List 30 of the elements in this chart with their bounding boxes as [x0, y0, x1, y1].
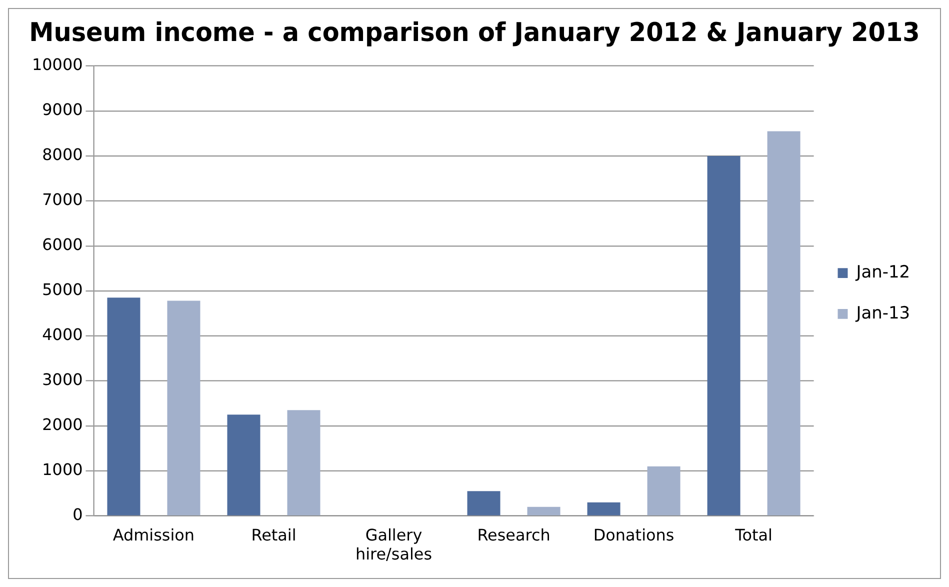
y-tick-label: 9000: [42, 100, 83, 120]
x-tick-label: Donations: [593, 526, 674, 544]
x-tick-label: Admission: [112, 526, 195, 544]
y-tick-label: 2000: [42, 415, 83, 434]
y-tick-label: 0: [72, 504, 83, 524]
legend-label: Jan-12: [855, 261, 910, 282]
y-tick-label: 5000: [42, 280, 83, 300]
y-tick-label: 6000: [42, 235, 83, 254]
bar: [707, 156, 740, 516]
bar: [167, 300, 200, 516]
x-tick-label: Retail: [251, 526, 296, 544]
y-tick-label: 3000: [42, 370, 83, 390]
bar: [587, 502, 620, 516]
bar: [467, 491, 500, 516]
y-tick-label: 4000: [42, 325, 83, 344]
y-tick-label: 8000: [42, 145, 83, 164]
x-tick-label: Research: [477, 526, 550, 544]
bar: [227, 414, 260, 516]
bar: [647, 466, 680, 516]
x-tick-label: Gallery hire/sales: [355, 526, 432, 564]
bar: [287, 410, 320, 516]
y-tick-label: 7000: [42, 190, 83, 210]
bar: [767, 131, 800, 516]
bar: [107, 298, 140, 516]
y-tick-label: 10000: [32, 55, 83, 74]
legend-label: Jan-13: [855, 302, 910, 322]
bar: [527, 506, 560, 516]
chart-title: Museum income - a comparison of January 2012 & January 2013: [29, 16, 920, 48]
x-tick-label: Total: [734, 526, 772, 544]
y-tick-label: 1000: [42, 460, 83, 479]
